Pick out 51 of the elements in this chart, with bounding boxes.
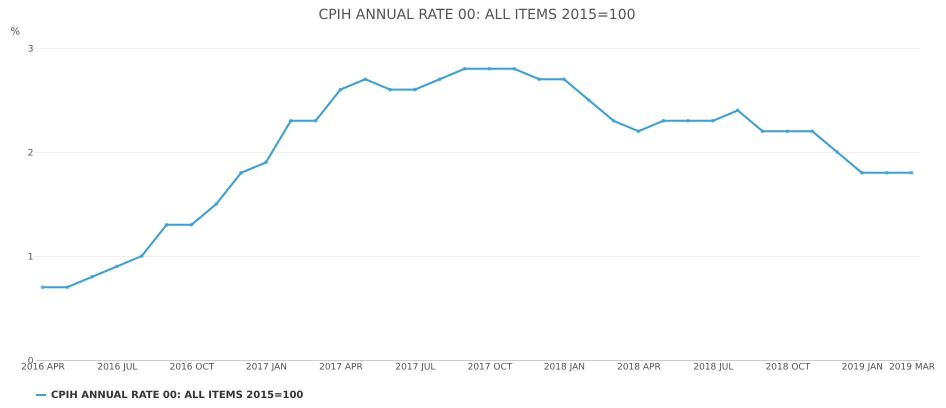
point [65, 285, 70, 290]
x-tick-label: 2017 JAN [246, 362, 288, 372]
point [860, 170, 864, 175]
point [214, 202, 218, 206]
point [164, 222, 168, 227]
point [314, 118, 318, 123]
point [910, 170, 914, 175]
point [612, 118, 616, 123]
x-tick-label: 2017 APR [319, 362, 363, 372]
point [190, 222, 194, 227]
x-tick-label: 2018 JUL [693, 362, 734, 372]
point [810, 129, 814, 134]
point [388, 88, 392, 92]
point [835, 150, 839, 154]
point [736, 108, 740, 112]
point [115, 264, 119, 268]
point [760, 129, 764, 134]
point [636, 129, 640, 134]
point [413, 88, 417, 92]
x-tick-label: 2017 OCT [468, 362, 513, 372]
point [90, 274, 94, 279]
x-tick-label: 2019 JAN [842, 362, 883, 372]
point [512, 66, 516, 71]
point [884, 170, 889, 175]
point [438, 77, 442, 82]
point [562, 77, 566, 82]
point [288, 118, 293, 123]
x-tick-label: 2016 JUL [97, 362, 138, 372]
x-tick-label: 2017 JUL [395, 362, 436, 372]
point [711, 118, 715, 123]
point [239, 170, 243, 175]
y-axis-title: % [10, 26, 20, 38]
y-tick-label: 2 [28, 148, 34, 158]
legend-label: CPIH ANNUAL RATE 00: ALL ITEMS 2015=100 [51, 390, 304, 401]
x-tick-label: 2018 JAN [544, 362, 585, 372]
x-tick-label: 2016 OCT [170, 362, 215, 372]
y-tick-label: 1 [28, 252, 34, 262]
point [140, 254, 144, 258]
x-tick-label: 2018 OCT [766, 362, 811, 372]
point [586, 98, 591, 102]
point [363, 77, 368, 82]
point [40, 285, 44, 290]
point [462, 66, 466, 71]
chart-title: CPIH ANNUAL RATE 00: ALL ITEMS 2015=100 [318, 7, 636, 23]
y-tick-label: 3 [28, 44, 34, 54]
x-tick-label: 2018 APR [617, 362, 661, 372]
point [338, 88, 342, 92]
x-tick-label: 2019 MAR [889, 362, 936, 372]
point [264, 160, 268, 164]
point [661, 118, 666, 123]
point [537, 77, 541, 82]
